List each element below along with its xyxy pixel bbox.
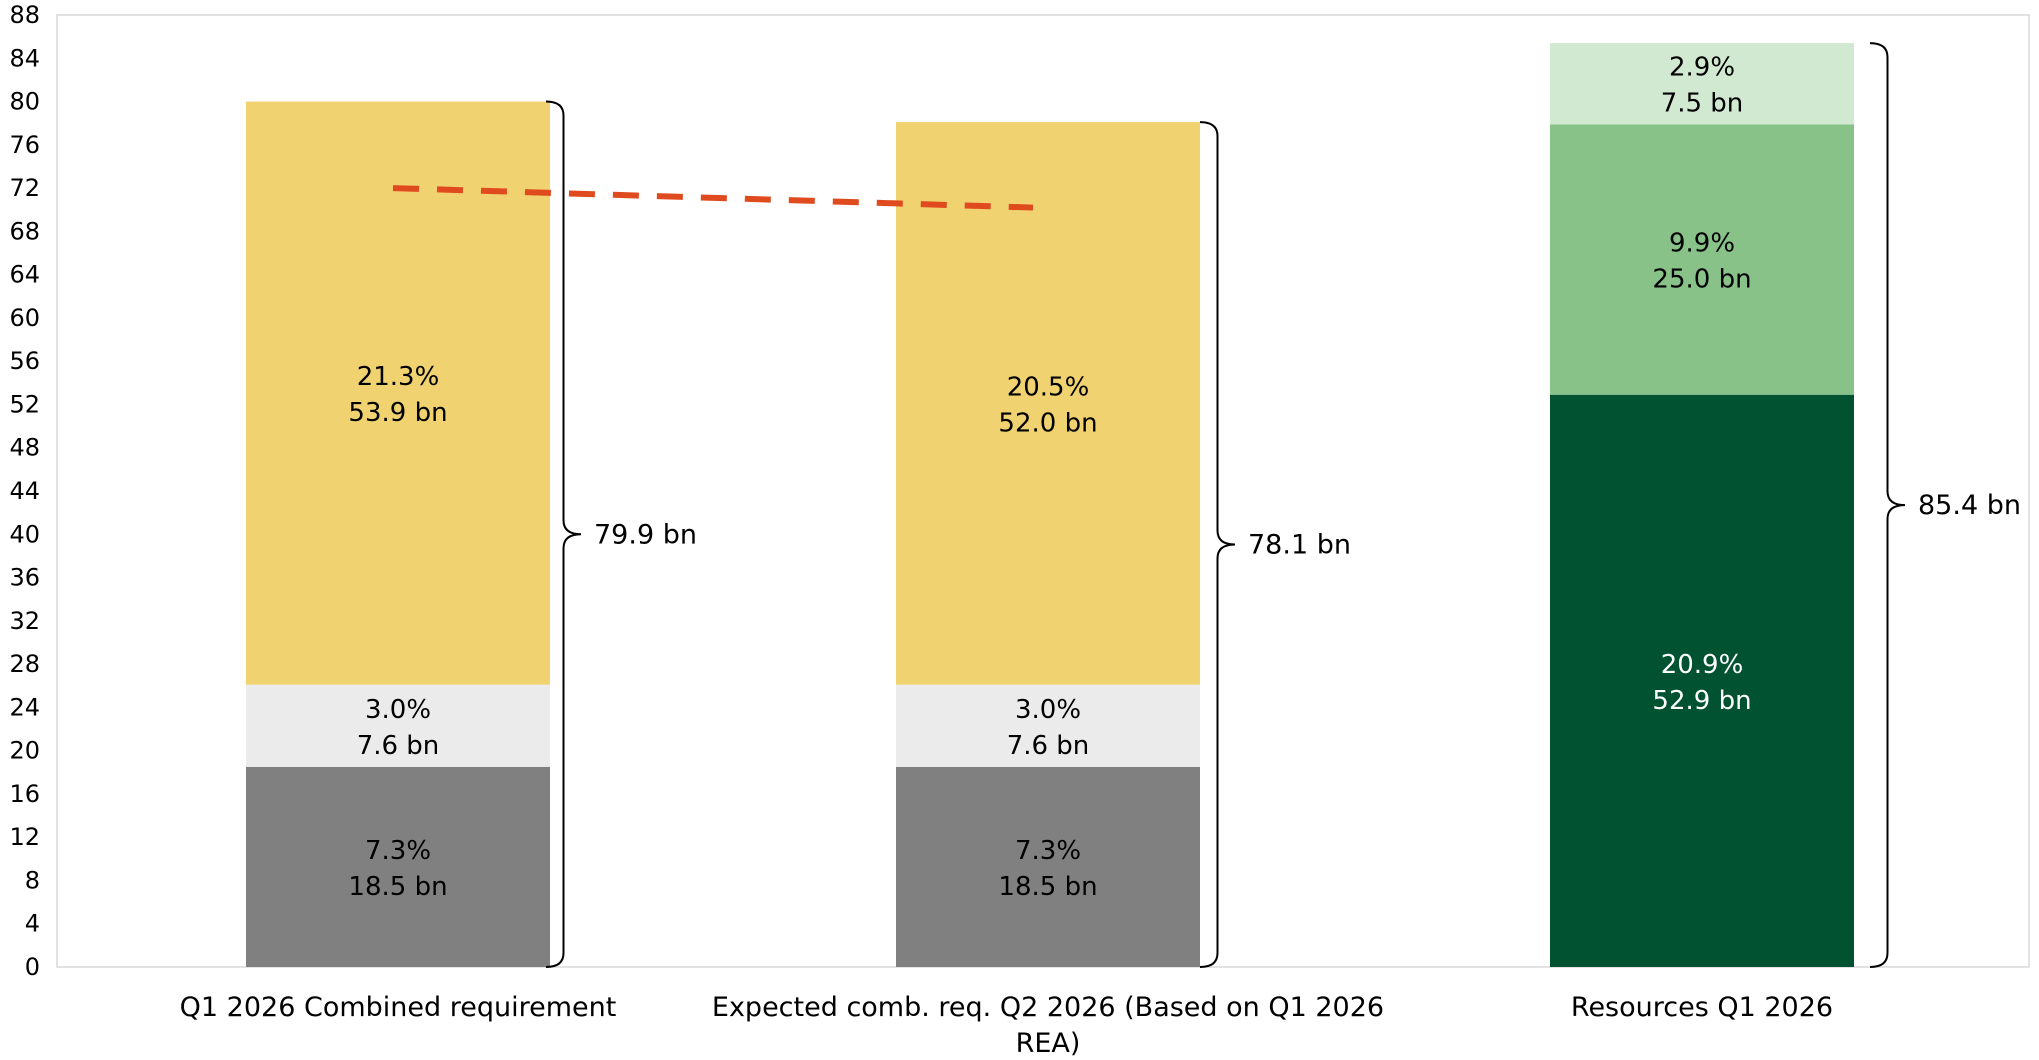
- total-brace: [1869, 42, 1906, 968]
- bar-segment: [246, 766, 550, 967]
- bar-1: 7.3% 18.5 bn 3.0% 7.6 bn 21.3% 53.9 bn: [246, 101, 550, 967]
- y-tick-label: 80: [9, 88, 40, 116]
- segment-value-label: 7.6 bn: [357, 731, 440, 761]
- segment-percent-label: 20.9%: [1661, 650, 1744, 680]
- y-tick-label: 36: [9, 564, 40, 592]
- y-tick-label: 48: [9, 434, 40, 462]
- segment-percent-label: 7.3%: [365, 836, 431, 866]
- y-tick-label: 28: [9, 650, 40, 678]
- segment-percent-label: 2.9%: [1669, 53, 1735, 83]
- segment-percent-label: 7.3%: [1015, 836, 1081, 866]
- bars: 7.3% 18.5 bn 3.0% 7.6 bn 21.3% 53.9 bn 7.3% 18.…: [246, 43, 1854, 968]
- category-label: Q1 2026 Combined requirement: [180, 992, 617, 1023]
- bar-segment: [246, 101, 550, 685]
- overlay: [392, 185, 1034, 211]
- bar-segment: [1550, 124, 1854, 395]
- y-tick-label: 76: [9, 131, 40, 159]
- segment-value-label: 53.9 bn: [348, 398, 447, 428]
- y-tick-label: 88: [9, 1, 40, 29]
- y-tick-label: 16: [9, 780, 40, 808]
- y-tick-label: 24: [9, 693, 40, 721]
- segment-value-label: 18.5 bn: [348, 872, 447, 902]
- segment-percent-label: 3.0%: [1015, 695, 1081, 725]
- segment-value-label: 52.0 bn: [998, 408, 1097, 438]
- y-tick-label: 68: [9, 217, 40, 245]
- bar-3: 20.9% 52.9 bn 9.9% 25.0 bn 2.9% 7.5 bn: [1550, 43, 1854, 968]
- y-tick-label: 12: [9, 823, 40, 851]
- segment-percent-label: 3.0%: [365, 695, 431, 725]
- bar-segment: [246, 684, 550, 767]
- y-tick-label: 44: [9, 477, 40, 505]
- segment-value-label: 7.6 bn: [1007, 731, 1090, 761]
- category-label: REA): [1016, 1028, 1081, 1059]
- segment-percent-label: 9.9%: [1669, 228, 1735, 258]
- y-tick-label: 56: [9, 347, 40, 375]
- total-brace: [545, 100, 582, 968]
- y-tick-label: 72: [9, 174, 40, 202]
- y-tick-label: 84: [9, 44, 40, 72]
- segment-value-label: 18.5 bn: [998, 872, 1097, 902]
- total-brace: [1199, 121, 1236, 968]
- bar-segment: [1550, 43, 1854, 125]
- y-tick-label: 20: [9, 737, 40, 765]
- total-label: 78.1 bn: [1248, 530, 1351, 561]
- y-tick-label: 60: [9, 304, 40, 332]
- y-tick-label: 40: [9, 520, 40, 548]
- y-tick-label: 8: [25, 866, 40, 894]
- y-tick-label: 32: [9, 607, 40, 635]
- segment-percent-label: 21.3%: [357, 362, 440, 392]
- y-tick-label: 0: [25, 953, 40, 981]
- y-axis: 0481216202428323640444852566064687276808…: [9, 1, 40, 981]
- y-tick-label: 64: [9, 261, 40, 289]
- bar-segment: [1550, 394, 1854, 968]
- category-label: Expected comb. req. Q2 2026 (Based on Q1…: [712, 992, 1384, 1023]
- total-label: 85.4 bn: [1918, 490, 2021, 521]
- dashed-reference-line: [392, 185, 1034, 211]
- category-label: Resources Q1 2026: [1571, 992, 1833, 1023]
- segment-value-label: 7.5 bn: [1661, 89, 1744, 119]
- bar-segment: [896, 684, 1200, 767]
- bar-2: 7.3% 18.5 bn 3.0% 7.6 bn 20.5% 52.0 bn: [896, 122, 1200, 967]
- bar-segment: [896, 766, 1200, 967]
- category-axis: Q1 2026 Combined requirement Expected com…: [180, 992, 1833, 1059]
- segment-value-label: 52.9 bn: [1652, 686, 1751, 716]
- total-braces: 79.9 bn 78.1 bn 85.4 bn: [545, 42, 2021, 968]
- total-label: 79.9 bn: [594, 519, 697, 550]
- y-tick-label: 52: [9, 390, 40, 418]
- segment-percent-label: 20.5%: [1007, 372, 1090, 402]
- y-tick-label: 4: [25, 910, 40, 938]
- segment-value-label: 25.0 bn: [1652, 264, 1751, 294]
- bar-segment: [896, 122, 1200, 685]
